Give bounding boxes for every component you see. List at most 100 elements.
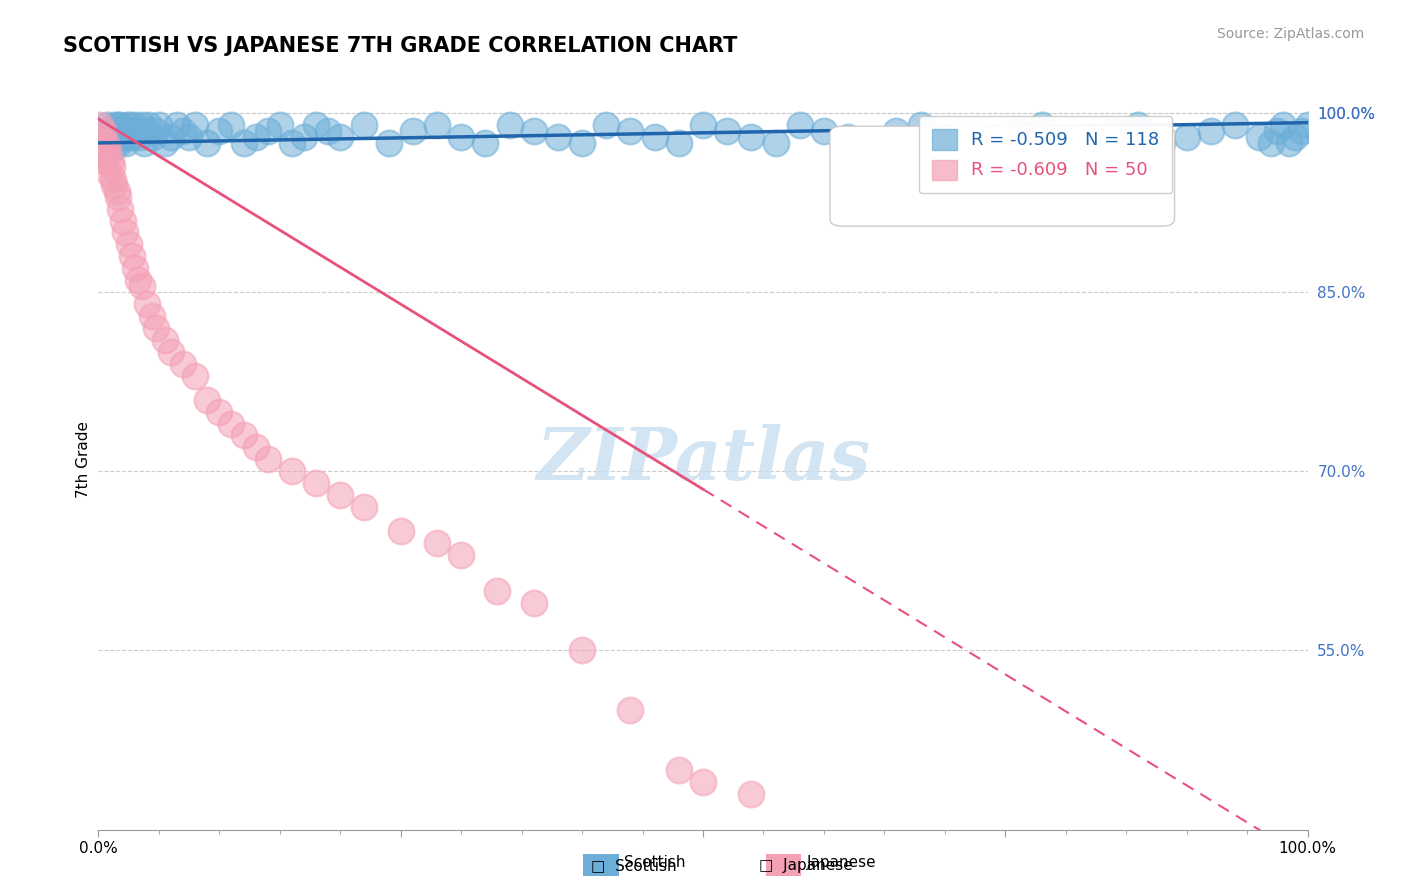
Point — [486, 583, 509, 598]
Point — [145, 124, 167, 138]
Point — [111, 213, 134, 227]
Point — [1152, 136, 1174, 150]
Point — [232, 428, 254, 442]
Point — [281, 136, 304, 150]
Point — [100, 142, 122, 156]
Point — [1199, 124, 1222, 138]
Point — [108, 136, 131, 150]
Point — [644, 130, 666, 145]
Point — [837, 130, 859, 145]
Point — [89, 118, 111, 132]
Point — [195, 392, 218, 407]
Text: Source: ZipAtlas.com: Source: ZipAtlas.com — [1216, 27, 1364, 41]
Point — [153, 333, 176, 347]
Point — [184, 118, 207, 132]
Text: □  Scottish: □ Scottish — [591, 858, 676, 872]
Point — [107, 118, 129, 132]
Point — [118, 118, 141, 132]
Point — [145, 321, 167, 335]
Point — [105, 184, 128, 198]
Legend: R = -0.509   N = 118, R = -0.609   N = 50: R = -0.509 N = 118, R = -0.609 N = 50 — [920, 116, 1173, 194]
Point — [124, 118, 146, 132]
Point — [114, 226, 136, 240]
Point — [127, 124, 149, 138]
Point — [124, 261, 146, 276]
Point — [100, 153, 122, 168]
Point — [105, 124, 128, 138]
Point — [740, 130, 762, 145]
Point — [1260, 136, 1282, 150]
Point — [97, 142, 120, 156]
Point — [474, 136, 496, 150]
Point — [98, 136, 121, 150]
Point — [91, 124, 114, 138]
Point — [97, 130, 120, 145]
Point — [256, 124, 278, 138]
Point — [93, 153, 115, 168]
Point — [115, 136, 138, 150]
Point — [886, 124, 908, 138]
Point — [160, 345, 183, 359]
Point — [101, 171, 124, 186]
Point — [426, 118, 449, 132]
Point — [1267, 124, 1289, 138]
Point — [329, 488, 352, 502]
Point — [547, 130, 569, 145]
Point — [934, 130, 956, 145]
Point — [135, 297, 157, 311]
Point — [153, 136, 176, 150]
Point — [94, 142, 117, 156]
Point — [957, 136, 980, 150]
Point — [450, 548, 472, 562]
Point — [523, 124, 546, 138]
Point — [108, 202, 131, 216]
Point — [668, 136, 690, 150]
Point — [90, 130, 112, 145]
Point — [131, 279, 153, 293]
Point — [1102, 124, 1125, 138]
Point — [1031, 118, 1053, 132]
Point — [1078, 130, 1101, 145]
Point — [595, 118, 617, 132]
Point — [128, 130, 150, 145]
Point — [98, 166, 121, 180]
Point — [619, 124, 641, 138]
Point — [716, 124, 738, 138]
Point — [389, 524, 412, 538]
Point — [91, 136, 114, 150]
Point — [813, 124, 835, 138]
Point — [1278, 136, 1301, 150]
Point — [90, 142, 112, 156]
Point — [179, 130, 201, 145]
Point — [141, 309, 163, 323]
Point — [104, 118, 127, 132]
Y-axis label: 7th Grade: 7th Grade — [76, 421, 91, 498]
Point — [860, 136, 883, 150]
Point — [91, 136, 114, 150]
Point — [1291, 124, 1313, 138]
Point — [316, 124, 339, 138]
Point — [172, 124, 194, 138]
Point — [221, 417, 243, 431]
Point — [1272, 118, 1295, 132]
Point — [765, 136, 787, 150]
Point — [619, 703, 641, 717]
Point — [571, 136, 593, 150]
Text: Japanese: Japanese — [807, 855, 877, 870]
Point — [148, 118, 170, 132]
Point — [692, 774, 714, 789]
Point — [402, 124, 425, 138]
Point — [117, 118, 139, 132]
Point — [127, 273, 149, 287]
Point — [166, 118, 188, 132]
Point — [1223, 118, 1246, 132]
Point — [245, 441, 267, 455]
Point — [426, 536, 449, 550]
Point — [740, 787, 762, 801]
Text: □  Japanese: □ Japanese — [759, 858, 853, 872]
Point — [1128, 118, 1150, 132]
Point — [107, 189, 129, 203]
Point — [114, 124, 136, 138]
Point — [100, 124, 122, 138]
Point — [377, 136, 399, 150]
